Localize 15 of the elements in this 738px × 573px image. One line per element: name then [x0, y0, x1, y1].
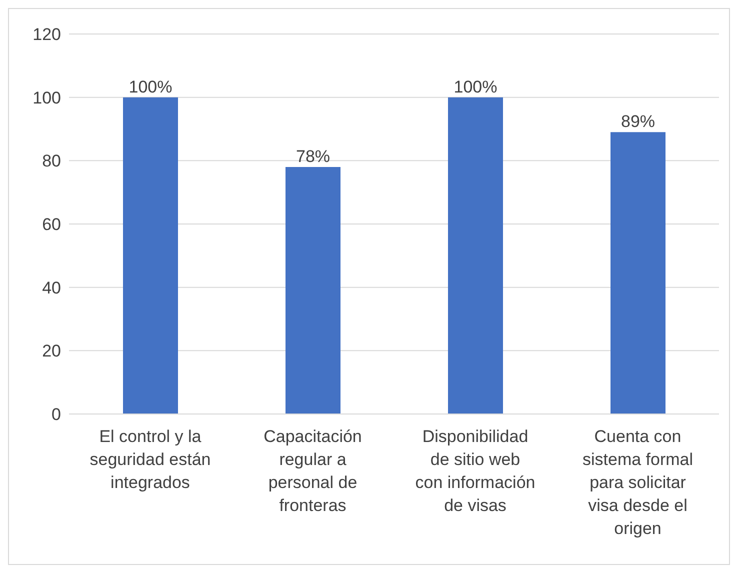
data-label: 100%: [454, 77, 498, 96]
x-tick-label: Capacitación regular a personal de fronteras: [264, 427, 362, 515]
x-tick-label: El control y la seguridad están integrados: [90, 427, 211, 492]
data-label: 78%: [296, 147, 330, 166]
x-tick-label: Disponibilidad de sitio web con información de visas: [415, 427, 536, 515]
y-tick-label: 100: [32, 88, 61, 108]
data-label: 100%: [128, 77, 172, 96]
y-tick-label: 0: [52, 405, 61, 424]
y-tick-label: 60: [42, 215, 61, 234]
x-tick-label: Cuenta con sistema formal para solicitar visa desde el origen: [582, 427, 694, 538]
y-tick-label: 120: [32, 25, 61, 44]
y-tick-label: 20: [42, 342, 61, 361]
data-label: 89%: [620, 112, 656, 132]
y-tick-label: 80: [42, 152, 61, 171]
y-tick-label: 40: [42, 278, 61, 298]
